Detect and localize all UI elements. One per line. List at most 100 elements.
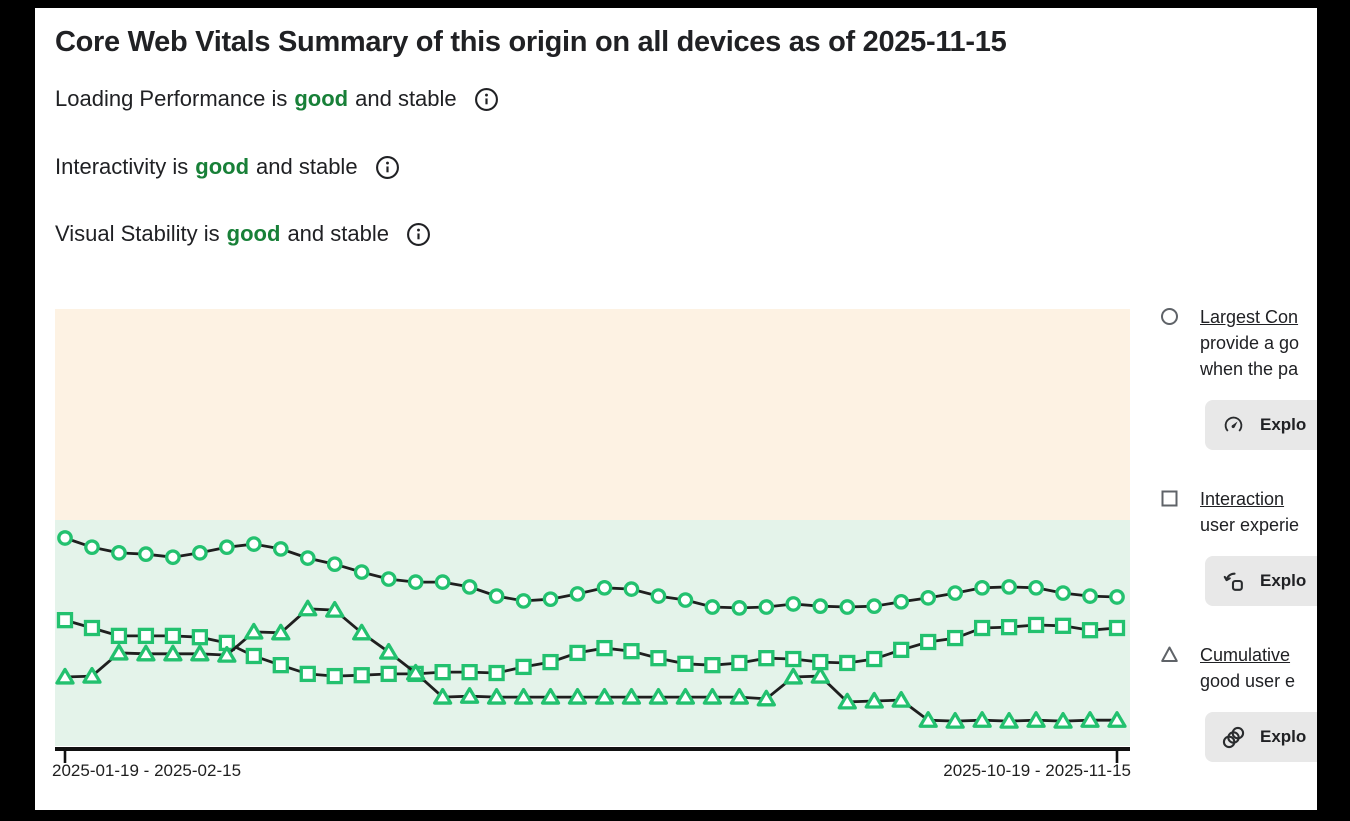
- square-data-point: [164, 627, 182, 645]
- circle-data-point: [192, 544, 208, 561]
- info-icon[interactable]: [375, 155, 400, 180]
- legend-item-lcp: Largest Con provide a go when the pa Exp…: [1160, 304, 1317, 450]
- triangle-data-point: [999, 711, 1019, 729]
- circle-data-point: [299, 550, 316, 566]
- triangle-data-point: [540, 687, 561, 705]
- needs-improvement-zone: [55, 309, 1130, 520]
- triangle-data-point: [163, 644, 183, 662]
- circle-data-point: [461, 579, 478, 595]
- circle-data-point: [1028, 579, 1044, 596]
- info-icon[interactable]: [406, 222, 431, 247]
- square-data-point: [947, 629, 964, 647]
- chart-canvas[interactable]: [55, 309, 1130, 765]
- square-data-point: [488, 664, 505, 682]
- status-prefix: Interactivity is: [55, 154, 189, 179]
- triangle-data-point: [379, 642, 399, 660]
- triangle-data-point: [55, 667, 75, 685]
- square-data-point: [758, 650, 775, 667]
- triangle-data-point: [459, 687, 480, 704]
- legend-item-cls: Cumulative good user e Explo: [1160, 642, 1317, 762]
- square-data-point: [596, 639, 613, 657]
- circle-data-point: [785, 596, 802, 612]
- square-data-point: [56, 611, 74, 629]
- square-data-point: [515, 658, 532, 676]
- triangle-data-point: [837, 692, 857, 710]
- square-data-point: [731, 654, 748, 672]
- status-interactivity: Interactivity is good and stable: [55, 154, 400, 180]
- square-data-point: [866, 650, 883, 668]
- square-data-point: [542, 653, 559, 671]
- square-data-point: [623, 643, 640, 660]
- circle-data-point: [812, 598, 829, 615]
- explore-lcp-button[interactable]: Explo: [1205, 400, 1317, 450]
- circle-data-point: [488, 588, 505, 604]
- circle-data-point: [138, 546, 154, 563]
- square-data-point: [380, 665, 397, 683]
- circle-data-point: [1055, 585, 1071, 601]
- square-data-point: [191, 629, 209, 646]
- circle-data-point: [623, 581, 640, 597]
- tap-gesture-icon: [1221, 569, 1246, 594]
- triangle-data-point: [864, 691, 884, 709]
- triangle-data-point: [271, 623, 291, 641]
- circle-data-point: [947, 585, 964, 601]
- circle-data-point: [218, 539, 235, 556]
- square-data-point: [893, 641, 910, 659]
- status-visual-stability: Visual Stability is good and stable: [55, 221, 431, 247]
- info-icon[interactable]: [474, 87, 499, 112]
- circle-data-point: [920, 590, 937, 606]
- circle-data-point: [515, 593, 532, 609]
- triangle-data-point: [486, 687, 507, 705]
- circle-data-point: [758, 599, 775, 615]
- triangle-data-point: [406, 663, 426, 681]
- report-card: Core Web Vitals Summary of this origin o…: [35, 8, 1317, 810]
- triangle-data-point: [945, 711, 965, 729]
- triangle-data-point: [82, 666, 102, 684]
- status-suffix: and stable: [355, 86, 457, 111]
- circle-data-point: [893, 593, 910, 610]
- circle-data-point: [407, 574, 424, 590]
- triangle-data-point: [810, 666, 830, 684]
- inp-link[interactable]: Interaction: [1200, 489, 1285, 509]
- circle-data-point: [353, 564, 370, 580]
- explore-inp-button[interactable]: Explo: [1205, 556, 1317, 606]
- status-prefix: Loading Performance is: [55, 86, 288, 111]
- square-data-point: [461, 663, 478, 681]
- explore-cls-button[interactable]: Explo: [1205, 712, 1317, 762]
- triangle-data-point: [325, 600, 345, 618]
- cls-link[interactable]: Cumulative: [1200, 645, 1291, 665]
- square-data-point: [434, 663, 451, 681]
- square-data-point: [272, 657, 289, 674]
- circle-data-point: [245, 536, 262, 552]
- triangle-data-point: [729, 687, 750, 705]
- layers-icon: [1221, 725, 1246, 750]
- series-line-square: [64, 618, 1118, 678]
- status-rating: good: [195, 154, 250, 179]
- triangle-data-point: [648, 687, 669, 705]
- triangle-data-point: [352, 623, 372, 641]
- circle-data-point: [569, 586, 586, 602]
- series-line-circle: [64, 536, 1118, 610]
- lcp-description-line: when the pa: [1200, 359, 1299, 379]
- circle-data-point: [839, 599, 856, 615]
- triangle-data-point: [136, 644, 156, 662]
- square-data-point: [839, 654, 856, 672]
- square-data-point: [299, 665, 316, 683]
- cwv-trend-chart[interactable]: 2025-01-19 - 2025-02-15 2025-10-19 - 202…: [52, 309, 1215, 794]
- square-data-point: [1081, 622, 1099, 639]
- square-data-point: [973, 619, 991, 637]
- explore-button-label: Explo: [1260, 571, 1307, 590]
- square-data-point: [650, 650, 667, 667]
- circle-data-point: [272, 541, 289, 557]
- lcp-link[interactable]: Largest Con: [1200, 307, 1299, 327]
- triangle-data-point: [1053, 711, 1073, 729]
- triangle-data-point: [1107, 711, 1127, 728]
- cls-description-line: good user e: [1200, 671, 1296, 691]
- inp-description-line: user experie: [1200, 515, 1300, 535]
- triangle-data-point: [1026, 711, 1046, 728]
- square-data-point: [110, 627, 128, 645]
- circle-data-point: [326, 556, 343, 573]
- triangle-data-point: [702, 687, 723, 705]
- status-suffix: and stable: [287, 221, 389, 246]
- x-tick-label-start: 2025-01-19 - 2025-02-15: [52, 761, 242, 780]
